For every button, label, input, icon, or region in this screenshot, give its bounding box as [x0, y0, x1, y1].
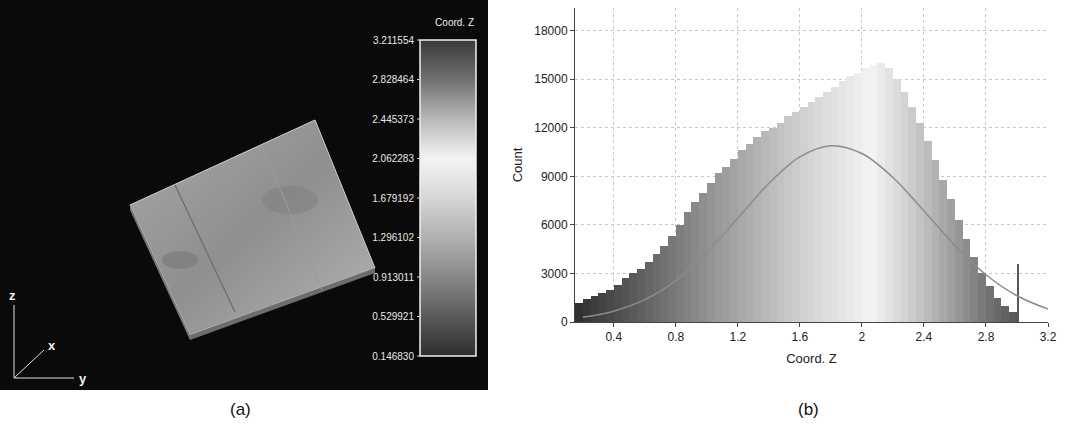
svg-text:1.2: 1.2: [729, 330, 746, 344]
svg-text:z: z: [9, 288, 16, 303]
svg-text:3000: 3000: [541, 267, 568, 281]
svg-text:Coord. Z: Coord. Z: [786, 351, 837, 366]
svg-text:2.828464: 2.828464: [372, 74, 414, 85]
svg-text:3.2: 3.2: [1040, 330, 1057, 344]
svg-text:Coord. Z: Coord. Z: [435, 17, 474, 28]
svg-text:2.062283: 2.062283: [372, 153, 414, 164]
svg-text:15000: 15000: [534, 72, 568, 86]
svg-text:2.4: 2.4: [916, 330, 933, 344]
svg-text:0.913011: 0.913011: [373, 272, 414, 283]
svg-text:0.529921: 0.529921: [372, 311, 414, 322]
html-text:(a): (a): [230, 400, 251, 419]
svg-text:6000: 6000: [541, 218, 568, 232]
svg-text:12000: 12000: [534, 121, 568, 135]
svg-text:2: 2: [859, 330, 866, 344]
svg-text:3.211554: 3.211554: [373, 35, 414, 46]
svg-text:0.8: 0.8: [667, 330, 684, 344]
svg-text:18000: 18000: [534, 24, 568, 38]
svg-text:1.296102: 1.296102: [372, 232, 414, 243]
svg-text:Count: Count: [510, 147, 525, 182]
svg-text:0: 0: [561, 315, 568, 329]
svg-text:1.6: 1.6: [792, 330, 809, 344]
svg-text:1.679192: 1.679192: [372, 193, 414, 204]
svg-text:0.146830: 0.146830: [372, 351, 414, 362]
svg-text:2.445373: 2.445373: [372, 114, 414, 125]
svg-text:9000: 9000: [541, 170, 568, 184]
svg-text:0.4: 0.4: [605, 330, 622, 344]
html-text:(b): (b): [798, 400, 819, 419]
svg-text:x: x: [48, 338, 56, 353]
svg-text:y: y: [79, 371, 87, 386]
svg-text:2.8: 2.8: [978, 330, 995, 344]
